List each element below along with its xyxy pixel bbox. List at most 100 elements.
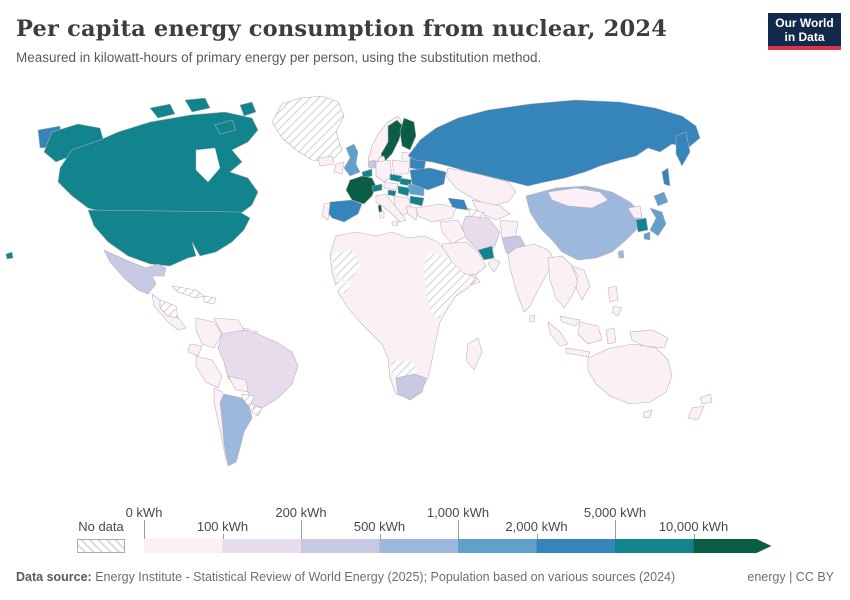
country-bulgaria[interactable] — [409, 195, 425, 207]
country-canada-arctic1[interactable] — [149, 103, 176, 119]
country-slovenia[interactable] — [387, 189, 397, 197]
map-legend: No data 0 kWh 100 kWh 200 kWh 500 kWh 1,000 … — [0, 503, 850, 563]
legend-no-data-swatch[interactable] — [77, 539, 125, 553]
country-greenland[interactable] — [271, 95, 345, 163]
legend-tick-line-2 — [301, 520, 302, 542]
legend-bin-7-arrow[interactable] — [693, 539, 772, 553]
country-kazakhstan[interactable] — [445, 167, 517, 207]
legend-no-data-label: No data — [78, 519, 124, 534]
country-portugal[interactable] — [321, 202, 331, 221]
country-myanmar-thailand[interactable] — [547, 255, 579, 309]
country-afghanistan[interactable] — [499, 219, 519, 239]
legend-tick-label-5: 2,000 kWh — [505, 519, 568, 534]
country-south-africa[interactable] — [395, 373, 427, 401]
country-honduras-nicaragua[interactable] — [159, 299, 179, 319]
region-sudan-horn-nodata[interactable] — [424, 252, 472, 320]
country-australia[interactable] — [587, 343, 673, 405]
country-peru[interactable] — [195, 355, 223, 389]
country-honshu[interactable] — [649, 207, 667, 237]
country-hokkaido[interactable] — [653, 191, 669, 207]
country-kamchatka[interactable] — [675, 131, 691, 167]
country-bolivia[interactable] — [227, 375, 249, 393]
country-finland[interactable] — [399, 117, 417, 151]
country-united-states[interactable] — [87, 209, 251, 267]
country-canada-arctic4[interactable] — [239, 101, 257, 117]
country-new-zealand-south[interactable] — [687, 405, 705, 421]
owid-logo[interactable]: Our World in Data — [768, 13, 841, 50]
country-mexico[interactable] — [103, 249, 167, 295]
legend-bin-3[interactable] — [379, 539, 459, 553]
legend-bin-4[interactable] — [458, 539, 537, 553]
country-madagascar[interactable] — [465, 337, 483, 371]
country-greece[interactable] — [405, 205, 419, 221]
legend-bin-5[interactable] — [536, 539, 616, 553]
country-uruguay[interactable] — [251, 405, 263, 417]
legend-tick-line-0 — [144, 520, 145, 542]
country-france[interactable] — [345, 175, 377, 205]
country-cuba[interactable] — [171, 285, 205, 299]
country-sicily[interactable] — [391, 220, 399, 227]
country-switzerland[interactable] — [371, 183, 383, 193]
country-austria[interactable] — [383, 181, 399, 191]
country-india[interactable] — [507, 243, 557, 313]
country-netherlands[interactable] — [367, 159, 377, 169]
owid-logo-line1: Our World — [775, 15, 834, 30]
legend-tick-line-3 — [379, 534, 381, 542]
country-ireland[interactable] — [333, 161, 345, 175]
country-tasmania[interactable] — [642, 409, 653, 419]
country-north-korea[interactable] — [627, 205, 643, 219]
country-hispaniola[interactable] — [203, 295, 217, 305]
country-spain[interactable] — [325, 199, 363, 223]
legend-bin-1[interactable] — [222, 539, 302, 553]
country-ukraine[interactable] — [409, 167, 447, 191]
country-iraq-syria[interactable] — [439, 219, 467, 245]
country-central-asia[interactable] — [471, 199, 511, 221]
country-brazil[interactable] — [217, 329, 299, 409]
legend-bin-0[interactable] — [144, 539, 223, 553]
country-philippines2[interactable] — [611, 305, 623, 317]
country-canada-arctic2[interactable] — [184, 97, 211, 113]
region-sahara-west-nodata[interactable] — [331, 250, 360, 282]
legend-bin-2[interactable] — [301, 539, 380, 553]
country-canada-arctic3[interactable] — [214, 119, 237, 135]
country-borneo[interactable] — [577, 321, 603, 345]
country-hawaii[interactable] — [5, 251, 14, 260]
country-germany[interactable] — [375, 159, 393, 183]
country-oman[interactable] — [487, 257, 501, 273]
country-argentina[interactable] — [219, 393, 253, 467]
country-mongolia[interactable] — [547, 187, 609, 209]
country-new-zealand-north[interactable] — [699, 393, 713, 405]
footer-license[interactable]: energy | CC BY — [747, 570, 834, 584]
country-china[interactable] — [525, 185, 643, 261]
country-philippines1[interactable] — [607, 285, 619, 303]
country-uae[interactable] — [477, 245, 495, 261]
country-turkey[interactable] — [415, 203, 457, 223]
country-sri-lanka[interactable] — [528, 314, 536, 323]
country-sulawesi[interactable] — [605, 327, 617, 345]
country-sakhalin[interactable] — [661, 167, 671, 187]
country-united-kingdom[interactable] — [343, 143, 361, 177]
country-iceland[interactable] — [317, 155, 335, 167]
legend-tick-label-3: 500 kWh — [353, 519, 406, 534]
footer: Data source: Energy Institute - Statisti… — [16, 570, 834, 588]
country-ecuador[interactable] — [187, 343, 203, 357]
page-subtitle: Measured in kilowatt-hours of primary en… — [16, 50, 542, 65]
country-sumatra[interactable] — [547, 321, 569, 347]
country-malaysia[interactable] — [559, 315, 581, 327]
country-italy[interactable] — [375, 193, 407, 223]
country-sardinia[interactable] — [379, 210, 385, 219]
country-sweden[interactable] — [380, 119, 404, 163]
country-vietnam[interactable] — [571, 265, 591, 301]
country-new-guinea[interactable] — [629, 329, 669, 349]
country-colombia[interactable] — [195, 317, 223, 349]
country-hungary[interactable] — [397, 185, 411, 197]
legend-bin-6[interactable] — [615, 539, 694, 553]
country-taiwan[interactable] — [617, 249, 625, 259]
country-south-korea[interactable] — [635, 217, 649, 233]
country-poland[interactable] — [391, 159, 411, 175]
legend-tick-line-1 — [222, 534, 224, 542]
legend-tick-line-6 — [615, 520, 616, 542]
country-java[interactable] — [565, 347, 591, 358]
region-guinea-nodata[interactable] — [336, 280, 350, 294]
country-kyushu[interactable] — [643, 231, 651, 241]
